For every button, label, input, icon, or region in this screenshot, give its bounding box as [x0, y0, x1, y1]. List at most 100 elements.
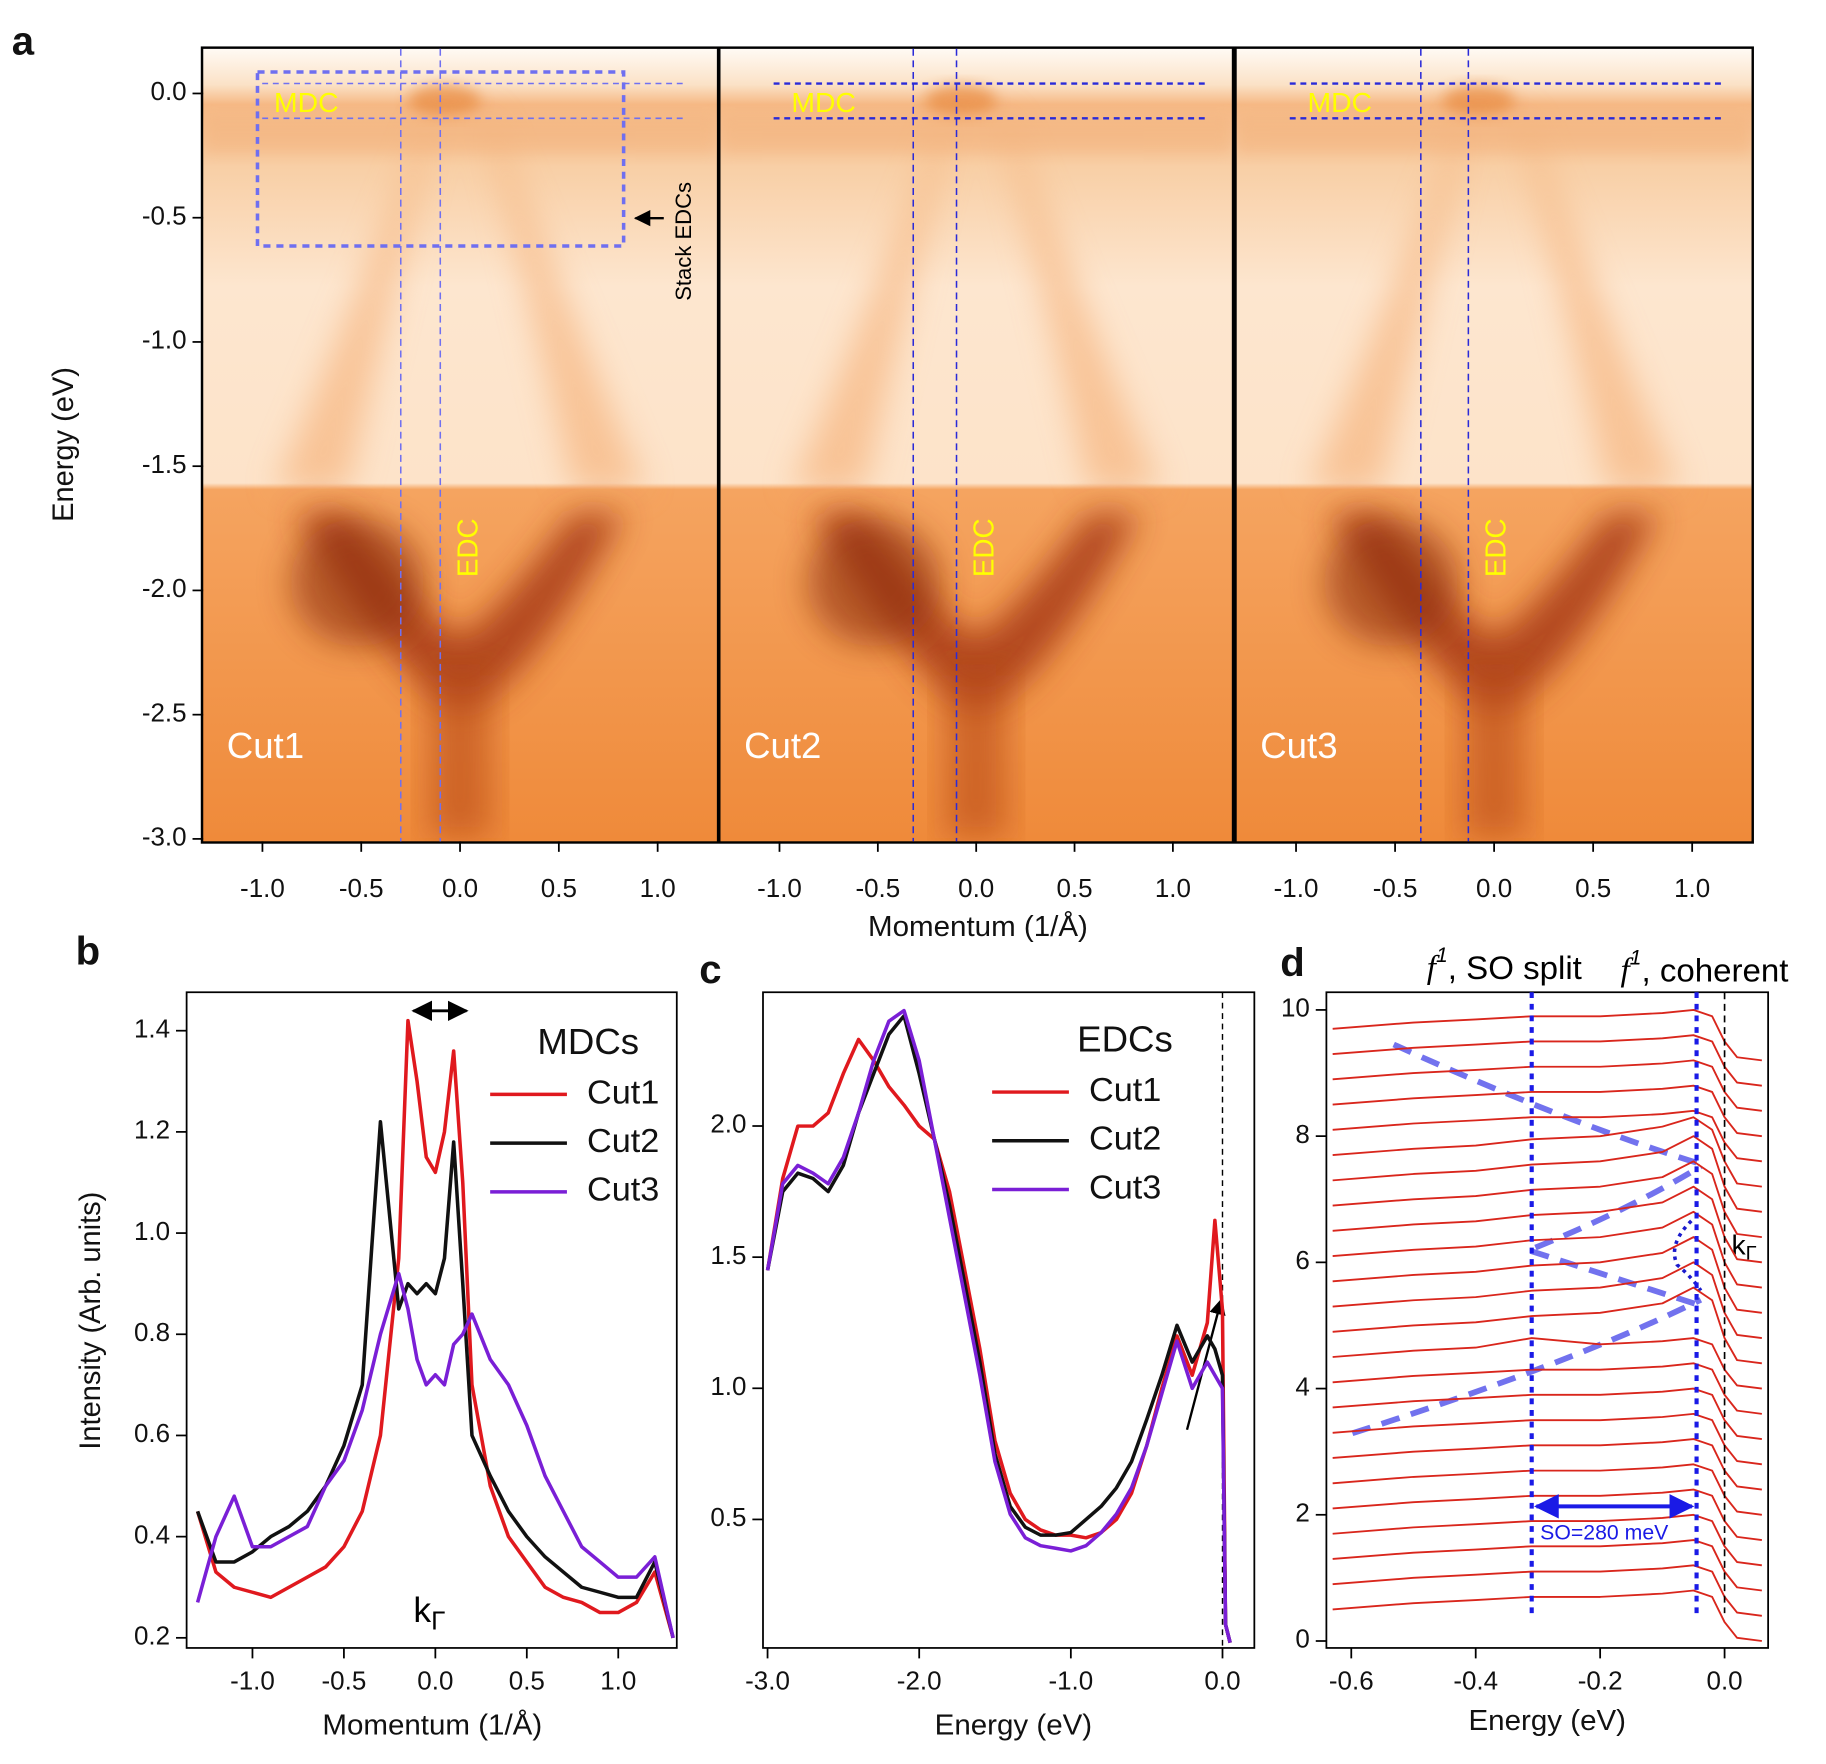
y-tick-label: 0.2	[134, 1623, 170, 1651]
series-line	[1332, 1236, 1762, 1314]
legend-label: Cut3	[1089, 1169, 1161, 1207]
series-line	[1332, 1008, 1762, 1062]
x-axis-label: Energy (eV)	[1468, 1705, 1626, 1737]
band	[720, 116, 1232, 154]
x-tick-label: 0.5	[1056, 875, 1092, 903]
sup: 1	[1630, 946, 1642, 969]
series-line	[1332, 1412, 1762, 1466]
x-tick-label: 0.5	[509, 1668, 545, 1696]
series-line	[765, 1014, 1232, 1644]
y-tick-label: 0.5	[710, 1504, 746, 1532]
band	[1308, 95, 1680, 490]
stack-box	[255, 70, 626, 248]
plot-frame	[1325, 991, 1770, 1649]
x-tick-label: -1.0	[230, 1668, 275, 1696]
y-tick-label: 2	[1295, 1500, 1309, 1528]
text: , SO split	[1448, 949, 1582, 986]
text: , coherent	[1641, 951, 1788, 988]
k: k	[413, 1592, 431, 1631]
band	[1324, 518, 1459, 647]
y-tick-label: -1.0	[142, 327, 187, 355]
x-tick-label: 0.0	[1204, 1668, 1240, 1696]
y-tick-label: 1.5	[710, 1242, 746, 1270]
legend-label: Cut2	[587, 1122, 659, 1160]
x-tick-label: -1.0	[1274, 875, 1319, 903]
x-tick-label: 0.0	[1476, 875, 1512, 903]
y-tick-label: 1.0	[710, 1373, 746, 1401]
band	[408, 84, 481, 118]
band	[429, 675, 491, 838]
y-tick-label: -2.0	[142, 575, 187, 603]
mdc-label: MDC	[791, 87, 856, 118]
y-tick-label: 1.4	[134, 1016, 170, 1044]
series-line	[1332, 1337, 1762, 1390]
x-tick-label: 1.0	[1674, 875, 1710, 903]
mdc-label: MDC	[1307, 87, 1372, 118]
x-tick-label: 0.0	[958, 875, 994, 903]
x-axis-label: Momentum (1/Å)	[868, 910, 1088, 943]
x-tick-label: 1.0	[1155, 875, 1191, 903]
y-tick-label: 1.0	[134, 1218, 170, 1246]
panel-label: a	[12, 20, 35, 64]
series-line	[1332, 1589, 1762, 1642]
series-line	[1332, 1109, 1762, 1163]
x-tick-label: -0.5	[1373, 875, 1418, 903]
x-tick-label: -0.4	[1453, 1668, 1498, 1696]
x-tick-label: 0.0	[417, 1668, 453, 1696]
series-line	[1332, 1084, 1762, 1138]
panel-label: b	[76, 930, 101, 974]
y-tick-label: 0.4	[134, 1522, 170, 1550]
legend-title: MDCs	[537, 1021, 639, 1062]
y-tick-label: 6	[1295, 1247, 1309, 1275]
x-tick-label: -3.0	[745, 1668, 790, 1696]
guide-curve	[1529, 1248, 1702, 1309]
x-axis-label: Energy (eV)	[935, 1710, 1093, 1742]
series-line	[1332, 1059, 1762, 1112]
band	[792, 95, 1161, 490]
y-tick-label: 0.6	[134, 1420, 170, 1448]
series-line	[1332, 1362, 1762, 1415]
heatmap-body	[1236, 48, 1752, 842]
cut-label: Cut3	[1260, 725, 1337, 766]
series-line	[1332, 1463, 1762, 1516]
y-axis-label: Intensity (Arb. units)	[75, 1192, 107, 1450]
y-tick-label: 10	[1281, 995, 1310, 1023]
heatmap: MDC EDC Cut2	[720, 48, 1232, 842]
x-tick-label: -0.5	[339, 875, 384, 903]
y-axis-label: Energy (eV)	[48, 367, 80, 522]
series-line	[195, 1271, 675, 1639]
legend-label: Cut1	[587, 1074, 659, 1112]
legend-label: Cut2	[1089, 1120, 1161, 1158]
k-label: kΓ	[413, 1592, 445, 1635]
k-label: kΓ	[1732, 1230, 1757, 1265]
x-tick-label: 0.5	[541, 875, 577, 903]
x-axis-label: Momentum (1/Å)	[322, 1709, 542, 1742]
series-line	[765, 1037, 1232, 1644]
x-tick-label: -0.5	[855, 875, 900, 903]
edc-label: EDC	[968, 518, 999, 577]
panel-label: d	[1280, 941, 1305, 985]
y-tick-label: -1.5	[142, 451, 187, 479]
series-line	[195, 1120, 675, 1639]
panel-label: c	[699, 948, 721, 992]
series-line	[1332, 1116, 1762, 1188]
x-tick-label: 0.5	[1575, 875, 1611, 903]
series-line	[1332, 1160, 1762, 1239]
annotation: f1, coherent	[1620, 946, 1788, 988]
legend-title: EDCs	[1077, 1019, 1173, 1060]
series-line	[1332, 1488, 1762, 1541]
band	[925, 84, 997, 118]
series-line	[195, 1018, 675, 1639]
series-line	[1332, 1135, 1762, 1213]
series-line	[765, 1008, 1232, 1644]
k-sub: Γ	[1746, 1243, 1757, 1265]
edc-label: EDC	[452, 518, 483, 577]
guide-curves	[1351, 1041, 1703, 1437]
band	[275, 95, 646, 490]
legend-label: Cut3	[587, 1171, 659, 1209]
guide-curve	[1534, 1163, 1703, 1251]
series-line	[1332, 1286, 1762, 1365]
cut-label: Cut2	[744, 725, 821, 766]
edc-label: EDC	[1480, 518, 1511, 577]
